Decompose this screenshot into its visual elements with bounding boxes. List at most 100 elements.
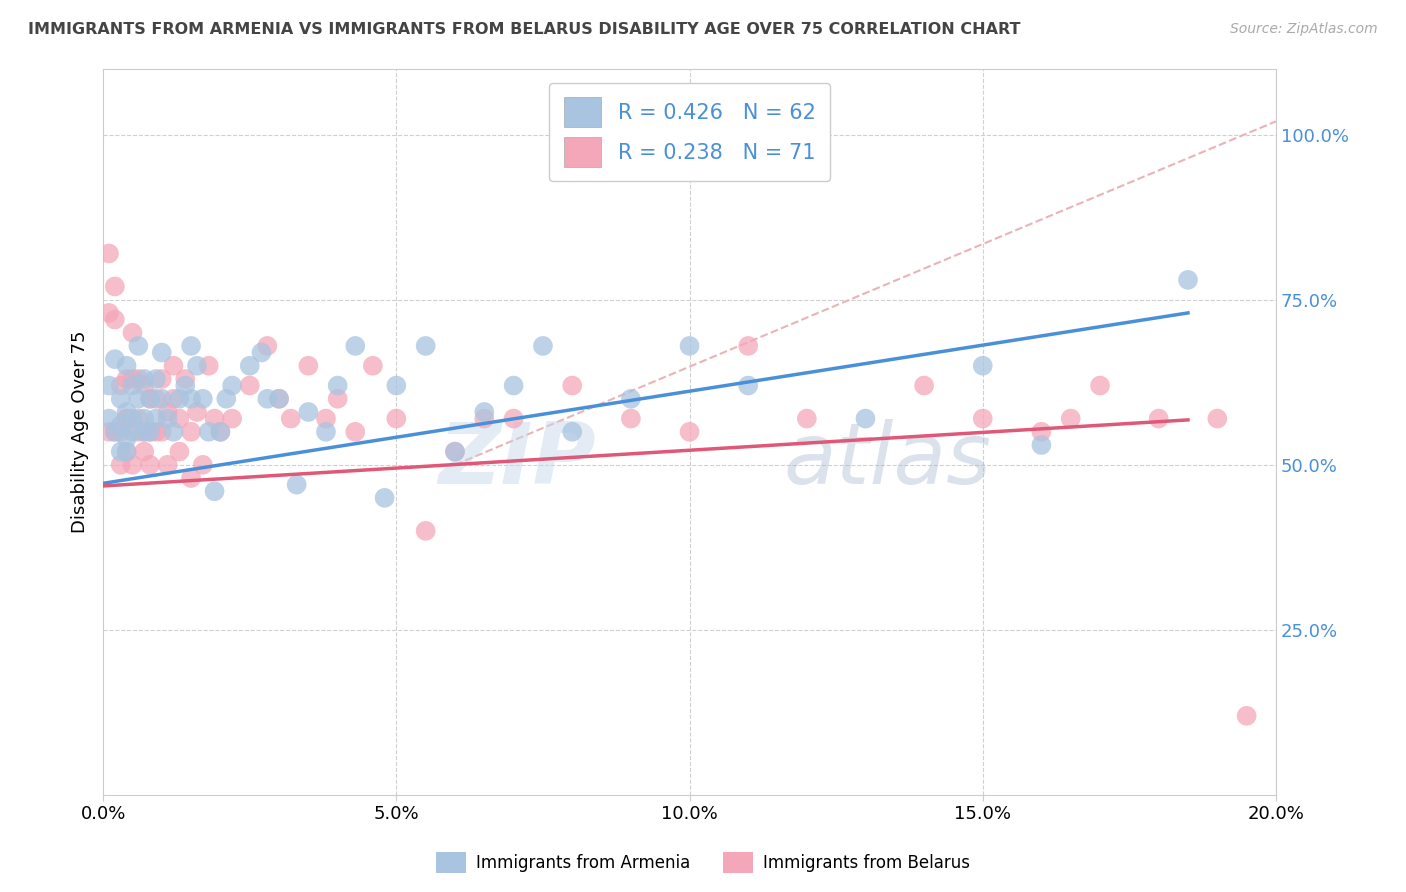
Point (444, 444, 467, 458)
Point (104, 425, 127, 439)
Point (239, 359, 262, 373)
Point (209, 425, 232, 439)
Point (134, 425, 156, 439)
Point (104, 279, 127, 293)
Point (121, 411, 143, 425)
Point (110, 444, 132, 458)
Point (561, 425, 583, 439)
Point (169, 411, 191, 425)
Legend: Immigrants from Armenia, Immigrants from Belarus: Immigrants from Armenia, Immigrants from… (429, 846, 977, 880)
Point (912, 378, 935, 392)
Point (139, 392, 162, 406)
Point (180, 339, 202, 353)
Point (98, 378, 121, 392)
Point (502, 411, 524, 425)
Point (139, 425, 162, 439)
Point (169, 392, 191, 406)
Point (98, 411, 121, 425)
Point (737, 339, 759, 353)
Point (186, 359, 208, 373)
Point (115, 411, 138, 425)
Legend: R = 0.426   N = 62, R = 0.238   N = 71: R = 0.426 N = 62, R = 0.238 N = 71 (548, 83, 830, 181)
Point (104, 425, 127, 439)
Y-axis label: Disability Age Over 75: Disability Age Over 75 (72, 331, 89, 533)
Point (150, 392, 173, 406)
Point (156, 458, 179, 472)
Text: ZIP: ZIP (439, 419, 596, 502)
Point (104, 352, 127, 367)
Point (162, 392, 184, 406)
Point (326, 378, 349, 392)
Point (344, 339, 367, 353)
Point (98, 306, 121, 320)
Point (561, 378, 583, 392)
Point (115, 405, 138, 419)
Point (197, 425, 219, 439)
Point (204, 484, 226, 499)
Point (267, 392, 290, 406)
Text: IMMIGRANTS FROM ARMENIA VS IMMIGRANTS FROM BELARUS DISABILITY AGE OVER 75 CORREL: IMMIGRANTS FROM ARMENIA VS IMMIGRANTS FR… (28, 22, 1021, 37)
Point (134, 425, 156, 439)
Point (374, 491, 396, 505)
Point (121, 425, 143, 439)
Point (1236, 708, 1258, 723)
Point (472, 405, 495, 419)
Point (110, 418, 132, 433)
Point (315, 425, 337, 439)
Point (134, 444, 156, 458)
Point (104, 312, 127, 326)
Point (110, 458, 132, 472)
Point (156, 405, 179, 419)
Point (139, 425, 162, 439)
Point (127, 411, 149, 425)
Point (191, 392, 214, 406)
Point (256, 339, 278, 353)
Point (139, 458, 162, 472)
Point (385, 378, 408, 392)
Point (678, 339, 700, 353)
Point (209, 425, 232, 439)
Point (134, 372, 156, 386)
Point (145, 425, 167, 439)
Point (972, 359, 994, 373)
Point (174, 372, 197, 386)
Point (134, 378, 156, 392)
Point (169, 444, 191, 458)
Text: Source: ZipAtlas.com: Source: ZipAtlas.com (1230, 22, 1378, 37)
Point (1147, 411, 1170, 425)
Point (472, 411, 495, 425)
Point (1060, 411, 1083, 425)
Point (285, 477, 308, 491)
Point (110, 392, 132, 406)
Point (221, 411, 243, 425)
Point (1031, 425, 1053, 439)
Point (297, 405, 319, 419)
Point (620, 392, 643, 406)
Point (620, 411, 643, 425)
Point (145, 411, 167, 425)
Point (180, 425, 202, 439)
Point (162, 359, 184, 373)
Point (127, 339, 149, 353)
Point (326, 392, 349, 406)
Point (415, 524, 437, 538)
Point (415, 339, 437, 353)
Point (134, 411, 156, 425)
Point (115, 431, 138, 445)
Point (139, 392, 162, 406)
Point (280, 411, 302, 425)
Point (385, 411, 408, 425)
Point (115, 372, 138, 386)
Point (297, 359, 319, 373)
Point (502, 378, 524, 392)
Point (361, 359, 384, 373)
Point (1031, 438, 1053, 452)
Point (186, 405, 208, 419)
Point (110, 378, 132, 392)
Point (197, 359, 219, 373)
Point (145, 392, 167, 406)
Point (239, 378, 262, 392)
Text: atlas: atlas (783, 419, 991, 502)
Point (115, 444, 138, 458)
Point (531, 339, 554, 353)
